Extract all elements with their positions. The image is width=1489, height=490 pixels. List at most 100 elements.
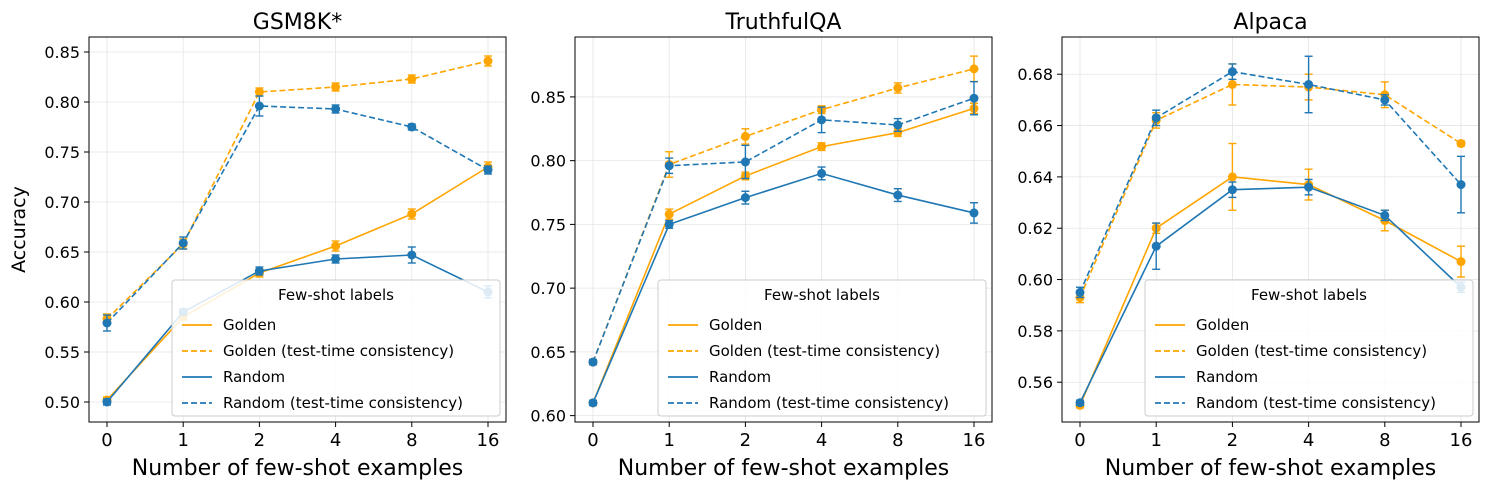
axes-frame	[1061, 36, 1480, 423]
data-point	[331, 104, 341, 114]
data-point	[893, 120, 903, 130]
data-point	[1456, 257, 1466, 267]
data-point	[1304, 182, 1314, 192]
axes-frame	[88, 36, 507, 423]
y-tick-label: 0.85	[44, 43, 80, 62]
series-3	[1075, 178, 1466, 408]
x-tick-label: 1	[177, 430, 188, 451]
data-point	[1380, 95, 1390, 105]
data-point	[740, 157, 750, 167]
data-point	[331, 241, 341, 251]
data-point	[1075, 398, 1085, 408]
legend-box	[657, 279, 987, 417]
y-tick-label: 0.65	[530, 343, 566, 362]
x-tick-label: 4	[330, 430, 341, 451]
x-tick-label: 1	[663, 430, 674, 451]
data-point	[1456, 180, 1466, 190]
legend-label: Random (test-time consistency)	[223, 394, 463, 412]
series-line	[1079, 186, 1462, 404]
data-point	[254, 87, 264, 97]
data-point	[1227, 67, 1237, 77]
data-point	[664, 209, 674, 219]
data-point	[1075, 287, 1085, 297]
data-point	[102, 397, 112, 407]
data-point	[893, 83, 903, 93]
data-point	[483, 165, 493, 175]
x-tick-label: 16	[963, 430, 986, 451]
y-tick-label: 0.68	[1017, 65, 1053, 84]
x-tick-label: 0	[1074, 430, 1085, 451]
series-line	[1079, 70, 1462, 293]
data-point	[1227, 185, 1237, 195]
y-tick-label: 0.66	[1017, 117, 1053, 136]
y-tick-label: 0.70	[44, 193, 80, 212]
data-point	[893, 190, 903, 200]
y-tick-label: 0.50	[44, 393, 80, 412]
series-line	[592, 107, 975, 404]
legend-label: Random	[1196, 368, 1258, 386]
chart-title: GSM8K*	[253, 10, 342, 35]
data-point	[1227, 172, 1237, 182]
legend-label: Random (test-time consistency)	[1196, 394, 1436, 412]
series-line	[106, 254, 489, 403]
data-point	[893, 128, 903, 138]
chart-title: Alpaca	[1233, 10, 1307, 35]
data-point	[969, 64, 979, 74]
y-tick-label: 0.58	[1017, 322, 1053, 341]
data-point	[817, 115, 827, 125]
legend-box	[171, 279, 501, 417]
x-tick-label: 0	[101, 430, 112, 451]
x-tick-label: 4	[1303, 430, 1314, 451]
data-point	[664, 161, 674, 171]
data-point	[483, 56, 493, 66]
data-point	[407, 209, 417, 219]
data-point	[588, 357, 598, 367]
series-line	[106, 105, 489, 324]
y-tick-label: 0.75	[530, 215, 566, 234]
x-axis-label: Number of few-shot examples	[132, 456, 463, 481]
legend-box	[1144, 279, 1474, 417]
y-tick-label: 0.85	[530, 88, 566, 107]
y-tick-label: 0.56	[1017, 373, 1053, 392]
data-point	[664, 219, 674, 229]
x-tick-label: 1	[1150, 430, 1161, 451]
data-point	[1151, 113, 1161, 123]
y-tick-label: 0.65	[44, 243, 80, 262]
series-line	[592, 97, 975, 363]
data-point	[817, 168, 827, 178]
y-tick-label: 0.75	[44, 143, 80, 162]
legend-title: Few-shot labels	[764, 286, 880, 304]
data-point	[407, 74, 417, 84]
data-point	[407, 122, 417, 132]
legend-label: Random	[709, 368, 771, 386]
series-4	[102, 95, 493, 332]
legend-label: Golden (test-time consistency)	[1196, 342, 1427, 360]
series-line	[592, 172, 975, 404]
x-axis-label: Number of few-shot examples	[618, 456, 949, 481]
series-3	[588, 166, 979, 408]
series-4	[588, 80, 979, 367]
chart-panel-3: 0 1 2 4 8 16 0.56 0.58 0.60 0.62 0.64 0.66 0.68 Alpac…	[1017, 10, 1480, 481]
legend-label: Random	[223, 368, 285, 386]
x-tick-label: 4	[816, 430, 827, 451]
data-point	[407, 250, 417, 260]
x-tick-label: 8	[1379, 430, 1390, 451]
data-point	[740, 193, 750, 203]
series-line	[106, 166, 489, 401]
data-point	[969, 208, 979, 218]
x-tick-label: 16	[477, 430, 500, 451]
legend-label: Random (test-time consistency)	[709, 394, 949, 412]
y-tick-label: 0.62	[1017, 219, 1053, 238]
data-point	[740, 131, 750, 141]
legend-title: Few-shot labels	[1251, 286, 1367, 304]
data-point	[254, 101, 264, 111]
axes-frame	[574, 36, 993, 423]
legend-label: Golden	[1196, 316, 1249, 334]
data-point	[178, 238, 188, 248]
data-point	[1380, 210, 1390, 220]
y-tick-label: 0.70	[530, 279, 566, 298]
